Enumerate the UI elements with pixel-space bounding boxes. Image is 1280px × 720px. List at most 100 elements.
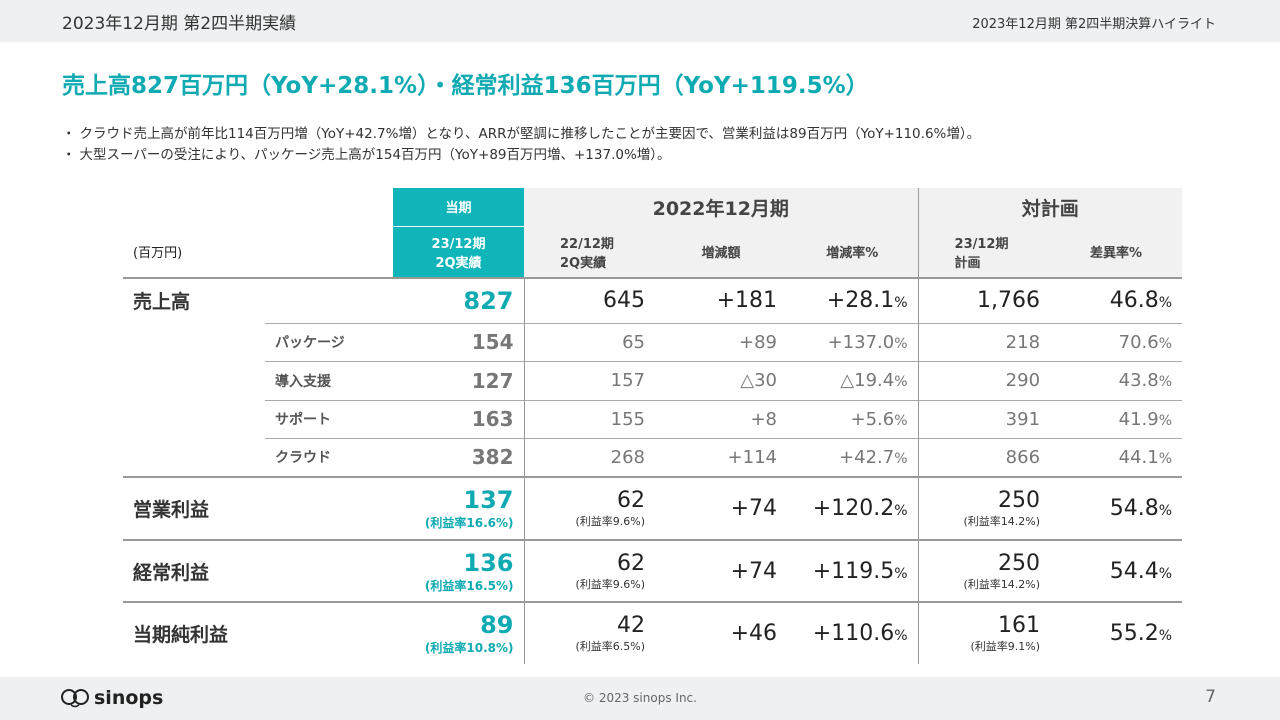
row-label: パッケージ: [265, 322, 393, 361]
cell-var: 46.8%: [1050, 277, 1183, 323]
margin-note: (利益率14.2%): [963, 577, 1041, 591]
copyright: © 2023 sinops Inc.: [583, 691, 697, 705]
value: 54.4: [1109, 558, 1159, 584]
table-row: 売上高 827 645 +181 +28.1% 1,766 46.8%: [123, 277, 1183, 323]
cell-cur: 163: [393, 399, 524, 438]
current-group-header: 当期: [393, 188, 524, 227]
cell-cur: 137 (利益率16.6%): [393, 476, 524, 540]
value: 43.8: [1118, 370, 1159, 391]
margin-note: (利益率10.8%): [424, 641, 514, 655]
infinity-logo-icon: [61, 689, 89, 708]
value: 89: [480, 611, 514, 639]
value: +114: [727, 446, 777, 468]
cell-diff: +74: [655, 476, 787, 540]
table-row: サポート 163 155 +8 +5.6% 391 41.9%: [123, 399, 1183, 438]
cell-prev: 645: [523, 277, 655, 323]
value: 866: [1005, 446, 1041, 468]
cell-cur: 127: [393, 360, 524, 400]
logo-text: sinops: [94, 687, 164, 709]
prev-group-header: 2022年12月期: [524, 188, 919, 226]
value: 155: [610, 408, 645, 430]
column-header: 増減額: [655, 226, 787, 278]
table-row: 営業利益 137 (利益率16.6%) 62 (利益率9.6%) +74 +120.2% 25…: [123, 476, 1183, 540]
cell-plan: 1,766: [917, 277, 1051, 323]
value: 250: [998, 550, 1041, 576]
value: 44.1: [1118, 446, 1159, 468]
cell-plan: 250 (利益率14.2%): [917, 476, 1051, 540]
page-title: 売上高827百万円（YoY+28.1%）・経常利益136百万円（YoY+119.…: [62, 73, 869, 99]
cell-diff: +181: [655, 277, 787, 323]
value: 55.2: [1109, 621, 1159, 646]
unit-label: (百万円): [133, 246, 183, 261]
value: 645: [603, 288, 645, 314]
cell-var: 54.4%: [1050, 539, 1183, 602]
percent-sign: %: [1158, 374, 1173, 390]
cell-diff: +74: [655, 539, 787, 602]
cell-plan: 250 (利益率14.2%): [917, 539, 1051, 602]
percent-sign: %: [1158, 335, 1173, 352]
cell-var: 70.6%: [1050, 322, 1183, 361]
bullet-list: クラウド売上高が前年比114百万円増（YoY+42.7%増）となり、ARRが堅調…: [62, 124, 981, 166]
cell-prev: 62 (利益率9.6%): [523, 539, 655, 602]
cell-prev: 42 (利益率6.5%): [523, 601, 655, 664]
column-header: 22/12期 2Q実績: [524, 226, 655, 278]
table-row: 当期純利益 89 (利益率10.8%) 42 (利益率6.5%) +46 +110.6% 16…: [123, 601, 1183, 664]
value: 1,766: [977, 288, 1041, 314]
cell-rate: +28.1%: [787, 277, 919, 323]
margin-note: (利益率16.5%): [424, 578, 514, 593]
value: 827: [463, 286, 514, 315]
cell-rate: +5.6%: [787, 399, 919, 438]
value: +110.6: [812, 621, 895, 646]
percent-sign: %: [894, 450, 908, 467]
table-row: クラウド 382 268 +114 +42.7% 866 44.1%: [123, 437, 1183, 477]
margin-note: (利益率16.6%): [424, 516, 514, 530]
cell-var: 54.8%: [1050, 476, 1183, 540]
percent-sign: %: [894, 565, 908, 582]
footer: sinops © 2023 sinops Inc. 7: [0, 677, 1280, 720]
percent-sign: %: [894, 374, 908, 390]
value: 163: [471, 407, 514, 431]
value: △19.4: [840, 370, 895, 391]
plan-group-header: 対計画: [917, 188, 1183, 226]
cell-diff: +89: [655, 322, 787, 361]
sinops-logo: sinops: [60, 687, 163, 709]
percent-sign: %: [894, 503, 908, 519]
value: 137: [463, 486, 514, 514]
cell-plan: 866: [917, 437, 1051, 477]
value: 46.8: [1109, 288, 1159, 314]
cell-var: 43.8%: [1050, 360, 1183, 400]
value: +28.1: [826, 288, 895, 314]
cell-diff: +46: [655, 601, 787, 664]
cell-cur: 382: [393, 437, 524, 477]
bullet-item: クラウド売上高が前年比114百万円増（YoY+42.7%増）となり、ARRが堅調…: [62, 124, 981, 145]
cell-diff: +8: [655, 399, 787, 438]
cell-var: 44.1%: [1050, 437, 1183, 477]
cell-rate: +110.6%: [787, 601, 919, 664]
row-label: 売上高: [123, 277, 393, 323]
cell-diff: +114: [655, 437, 787, 477]
results-table: 当期 2022年12月期 対計画 (百万円) 23/12期 2Q実績 22/12期…: [123, 188, 1183, 664]
cell-cur: 154: [393, 322, 524, 361]
section-title: 2023年12月期 第2四半期実績: [62, 14, 297, 34]
cell-rate: +137.0%: [787, 322, 919, 361]
cell-rate: +42.7%: [787, 437, 919, 477]
value: △30: [740, 370, 777, 391]
percent-sign: %: [894, 628, 908, 644]
cell-cur: 827: [393, 277, 524, 323]
value: 391: [1005, 408, 1041, 430]
value: 65: [622, 331, 645, 353]
value: +181: [716, 288, 777, 314]
value: 218: [1005, 331, 1041, 353]
percent-sign: %: [1158, 412, 1173, 429]
page-number: 7: [1205, 687, 1216, 707]
value: +89: [739, 331, 777, 353]
value: 250: [998, 488, 1041, 513]
cell-prev: 157: [523, 360, 655, 400]
deck-title: 2023年12月期 第2四半期決算ハイライト: [972, 17, 1216, 32]
percent-sign: %: [1158, 450, 1173, 467]
value: 54.8: [1109, 496, 1159, 521]
margin-note: (利益率14.2%): [963, 515, 1041, 528]
margin-note: (利益率9.6%): [575, 577, 645, 591]
cell-diff: △30: [655, 360, 787, 400]
value: 62: [617, 550, 645, 576]
